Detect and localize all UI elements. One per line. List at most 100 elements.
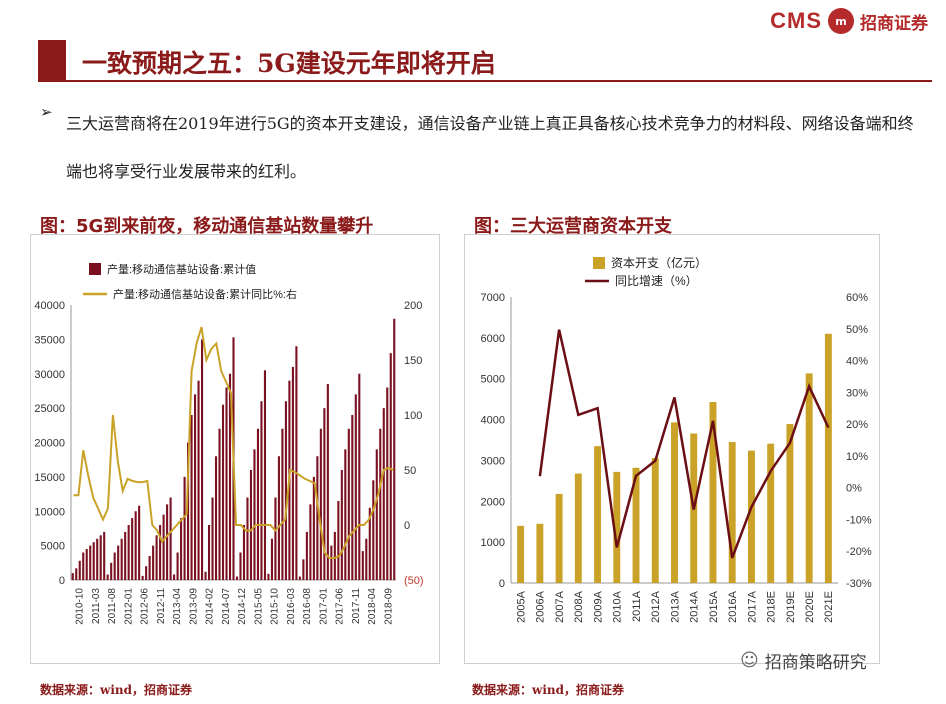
legend-bar-swatch <box>89 263 101 275</box>
station-bar <box>169 497 172 580</box>
right-source-note: 数据来源：wind，招商证券 <box>472 683 625 697</box>
x-tick-label: 2005A <box>515 590 527 622</box>
station-bar <box>187 442 190 580</box>
station-bar <box>249 470 253 580</box>
station-bar <box>117 545 120 580</box>
right-y-tick-label: -20% <box>846 546 872 558</box>
right-y-tick-label: 10% <box>846 451 868 463</box>
left-y-tick-label: 35000 <box>34 334 65 346</box>
capex-bar <box>805 373 813 583</box>
station-bar <box>152 545 155 580</box>
station-bar <box>319 428 322 580</box>
station-bar <box>75 568 78 580</box>
logo-cms-text: CMS <box>770 8 822 33</box>
x-tick-label: 2011-03 <box>91 588 102 624</box>
right-y-tick-label: 40% <box>846 356 868 368</box>
station-bar <box>326 384 329 580</box>
station-bar <box>207 525 211 580</box>
x-tick-label: 2010-10 <box>75 588 86 625</box>
right-y-tick-label: -30% <box>846 578 872 590</box>
station-bar <box>260 401 263 580</box>
right-y-tick-label: 60% <box>846 292 868 304</box>
wechat-icon: ☺ <box>740 650 759 671</box>
x-tick-label: 2013A <box>669 590 681 622</box>
station-bar <box>291 366 294 580</box>
left-y-tick-label: 15000 <box>34 472 65 484</box>
station-bar <box>131 518 134 580</box>
right-y-tick-label: 200 <box>404 300 422 312</box>
left-y-tick-label: 10000 <box>34 506 65 518</box>
x-tick-label: 2018E <box>766 591 778 623</box>
station-bar <box>221 404 225 580</box>
station-bar <box>361 551 364 580</box>
right-y-tick-label: 150 <box>404 355 422 367</box>
left-chart-frame: 0 5000 10000 15000 20000 25000 30000 35000 40000… <box>30 234 440 664</box>
station-bar <box>242 525 246 580</box>
station-bar <box>103 531 106 580</box>
station-bar <box>228 373 232 580</box>
station-bar <box>284 401 287 580</box>
station-bar <box>159 525 162 580</box>
page-title: 一致预期之五：5G建设元年即将开启 <box>82 49 496 78</box>
growth-line <box>73 326 394 559</box>
right-chart-caption: 图：三大运营商资本开支 <box>474 216 672 237</box>
capex-bar <box>671 422 678 583</box>
capex-bar <box>536 523 544 583</box>
left-y-tick-label: 30000 <box>34 369 65 381</box>
right-y-tick-label: 50 <box>404 465 416 477</box>
logo-badge-icon: m <box>828 8 854 34</box>
left-y-tick-label: 3000 <box>481 455 505 467</box>
station-bar <box>141 575 144 580</box>
left-y-tick-label: 7000 <box>481 292 505 304</box>
station-bar <box>85 549 88 580</box>
station-bar <box>183 476 186 580</box>
x-tick-label: 2021E <box>823 591 835 623</box>
station-bar <box>82 552 85 580</box>
x-tick-label: 2017A <box>746 590 758 622</box>
x-tick-label: 2012A <box>650 590 662 622</box>
capex-bar <box>555 493 563 583</box>
x-tick-label: 2015A <box>708 590 720 622</box>
station-bar <box>194 394 197 580</box>
x-tick-label: 2011-08 <box>107 588 118 624</box>
station-bar <box>106 574 109 580</box>
watermark-text: 招商策略研究 <box>764 653 867 673</box>
station-bar <box>379 428 382 580</box>
x-tick-label: 2006A <box>535 590 547 622</box>
x-tick-label: 2008A <box>573 590 585 622</box>
station-bar <box>113 552 116 580</box>
x-tick-label: 2012-06 <box>140 588 151 625</box>
x-tick-label: 2018-09 <box>383 588 394 625</box>
station-bar <box>124 531 127 580</box>
x-tick-label: 2018-04 <box>367 588 378 625</box>
x-tick-label: 2015-05 <box>253 588 264 625</box>
logo-cn-text: 招商证券 <box>860 13 928 34</box>
left-y-tick-label: 2000 <box>481 496 505 508</box>
station-bar <box>365 538 368 580</box>
left-y-tick-label: 6000 <box>481 333 505 345</box>
capex-bar <box>786 424 794 583</box>
station-bar <box>204 571 207 580</box>
right-y-tick-label: 0% <box>846 483 862 495</box>
left-y-tick-label: 25000 <box>34 403 65 415</box>
left-y-tick-label: 20000 <box>34 438 65 450</box>
station-bar <box>155 535 158 580</box>
station-bar <box>246 497 249 580</box>
capex-bar <box>574 473 582 583</box>
station-bar <box>173 574 176 580</box>
station-bar <box>316 456 319 580</box>
station-bar <box>389 353 392 580</box>
station-bar <box>386 387 389 580</box>
x-tick-label: 2007A <box>554 590 566 622</box>
station-bar <box>333 531 336 580</box>
right-y-tick-label: (50) <box>404 575 424 587</box>
station-bar <box>277 456 280 580</box>
station-bar <box>347 428 350 580</box>
capex-bar <box>594 446 602 583</box>
left-y-tick-label: 1000 <box>481 537 505 549</box>
x-tick-label: 2014-07 <box>221 588 232 625</box>
right-y-tick-label: 20% <box>846 419 868 431</box>
right-y-tick-label: 30% <box>846 387 868 399</box>
station-bar <box>256 428 260 580</box>
station-bar <box>330 545 333 580</box>
